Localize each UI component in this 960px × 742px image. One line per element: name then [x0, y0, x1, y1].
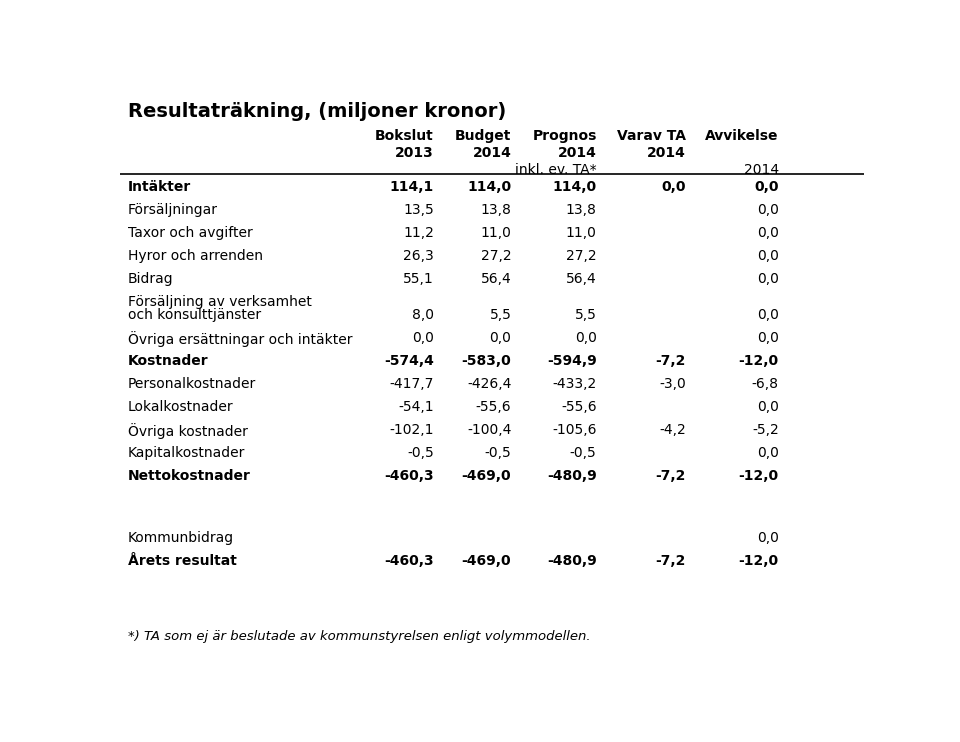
- Text: Budget: Budget: [455, 129, 512, 143]
- Text: -6,8: -6,8: [752, 377, 779, 391]
- Text: -100,4: -100,4: [467, 423, 512, 437]
- Text: *) TA som ej är beslutade av kommunstyrelsen enligt volymmodellen.: *) TA som ej är beslutade av kommunstyre…: [128, 631, 590, 643]
- Text: -5,2: -5,2: [752, 423, 779, 437]
- Text: -594,9: -594,9: [547, 354, 596, 368]
- Text: Varav TA: Varav TA: [616, 129, 685, 143]
- Text: 0,0: 0,0: [756, 400, 779, 414]
- Text: -469,0: -469,0: [462, 554, 512, 568]
- Text: 56,4: 56,4: [481, 272, 512, 286]
- Text: -417,7: -417,7: [390, 377, 434, 391]
- Text: Kostnader: Kostnader: [128, 354, 208, 368]
- Text: 55,1: 55,1: [403, 272, 434, 286]
- Text: Taxor och avgifter: Taxor och avgifter: [128, 226, 252, 240]
- Text: 56,4: 56,4: [565, 272, 596, 286]
- Text: -102,1: -102,1: [390, 423, 434, 437]
- Text: Hyror och arrenden: Hyror och arrenden: [128, 249, 263, 263]
- Text: Prognos: Prognos: [532, 129, 596, 143]
- Text: 0,0: 0,0: [756, 226, 779, 240]
- Text: Personalkostnader: Personalkostnader: [128, 377, 256, 391]
- Text: 2014: 2014: [558, 146, 596, 160]
- Text: 5,5: 5,5: [575, 308, 596, 322]
- Text: 2014: 2014: [472, 146, 512, 160]
- Text: -7,2: -7,2: [656, 354, 685, 368]
- Text: Nettokostnader: Nettokostnader: [128, 470, 251, 484]
- Text: -0,5: -0,5: [407, 447, 434, 460]
- Text: 0,0: 0,0: [756, 308, 779, 322]
- Text: 2014: 2014: [744, 163, 779, 177]
- Text: -12,0: -12,0: [738, 554, 779, 568]
- Text: -0,5: -0,5: [570, 447, 596, 460]
- Text: Resultaträkning, (miljoner kronor): Resultaträkning, (miljoner kronor): [128, 102, 506, 121]
- Text: 8,0: 8,0: [412, 308, 434, 322]
- Text: -3,0: -3,0: [659, 377, 685, 391]
- Text: -460,3: -460,3: [384, 554, 434, 568]
- Text: -12,0: -12,0: [738, 470, 779, 484]
- Text: 13,5: 13,5: [403, 203, 434, 217]
- Text: -460,3: -460,3: [384, 470, 434, 484]
- Text: -469,0: -469,0: [462, 470, 512, 484]
- Text: -480,9: -480,9: [547, 470, 596, 484]
- Text: Lokalkostnader: Lokalkostnader: [128, 400, 233, 414]
- Text: 0,0: 0,0: [756, 331, 779, 345]
- Text: 2013: 2013: [396, 146, 434, 160]
- Text: 0,0: 0,0: [661, 180, 685, 194]
- Text: 5,5: 5,5: [490, 308, 512, 322]
- Text: Bidrag: Bidrag: [128, 272, 174, 286]
- Text: 0,0: 0,0: [412, 331, 434, 345]
- Text: 13,8: 13,8: [565, 203, 596, 217]
- Text: Övriga kostnader: Övriga kostnader: [128, 423, 248, 439]
- Text: 0,0: 0,0: [756, 272, 779, 286]
- Text: inkl. ev. TA*: inkl. ev. TA*: [515, 163, 596, 177]
- Text: -480,9: -480,9: [547, 554, 596, 568]
- Text: 114,0: 114,0: [468, 180, 512, 194]
- Text: Övriga ersättningar och intäkter: Övriga ersättningar och intäkter: [128, 331, 352, 347]
- Text: 0,0: 0,0: [755, 180, 779, 194]
- Text: -7,2: -7,2: [656, 470, 685, 484]
- Text: Försäljning av verksamhet: Försäljning av verksamhet: [128, 295, 312, 309]
- Text: 27,2: 27,2: [481, 249, 512, 263]
- Text: 114,1: 114,1: [390, 180, 434, 194]
- Text: -426,4: -426,4: [467, 377, 512, 391]
- Text: 11,0: 11,0: [481, 226, 512, 240]
- Text: 11,0: 11,0: [565, 226, 596, 240]
- Text: -12,0: -12,0: [738, 354, 779, 368]
- Text: -433,2: -433,2: [552, 377, 596, 391]
- Text: och konsulttjänster: och konsulttjänster: [128, 308, 261, 322]
- Text: 0,0: 0,0: [756, 203, 779, 217]
- Text: Kapitalkostnader: Kapitalkostnader: [128, 447, 245, 460]
- Text: Försäljningar: Försäljningar: [128, 203, 218, 217]
- Text: 0,0: 0,0: [575, 331, 596, 345]
- Text: 0,0: 0,0: [490, 331, 512, 345]
- Text: 11,2: 11,2: [403, 226, 434, 240]
- Text: -55,6: -55,6: [561, 400, 596, 414]
- Text: -4,2: -4,2: [659, 423, 685, 437]
- Text: -583,0: -583,0: [462, 354, 512, 368]
- Text: Avvikelse: Avvikelse: [706, 129, 779, 143]
- Text: Årets resultat: Årets resultat: [128, 554, 236, 568]
- Text: 0,0: 0,0: [756, 249, 779, 263]
- Text: 0,0: 0,0: [756, 447, 779, 460]
- Text: 114,0: 114,0: [553, 180, 596, 194]
- Text: Bokslut: Bokslut: [375, 129, 434, 143]
- Text: -105,6: -105,6: [552, 423, 596, 437]
- Text: -574,4: -574,4: [384, 354, 434, 368]
- Text: -54,1: -54,1: [398, 400, 434, 414]
- Text: 0,0: 0,0: [756, 531, 779, 545]
- Text: 26,3: 26,3: [403, 249, 434, 263]
- Text: Intäkter: Intäkter: [128, 180, 191, 194]
- Text: -7,2: -7,2: [656, 554, 685, 568]
- Text: -0,5: -0,5: [485, 447, 512, 460]
- Text: 27,2: 27,2: [566, 249, 596, 263]
- Text: 13,8: 13,8: [481, 203, 512, 217]
- Text: -55,6: -55,6: [476, 400, 512, 414]
- Text: Kommunbidrag: Kommunbidrag: [128, 531, 234, 545]
- Text: 2014: 2014: [647, 146, 685, 160]
